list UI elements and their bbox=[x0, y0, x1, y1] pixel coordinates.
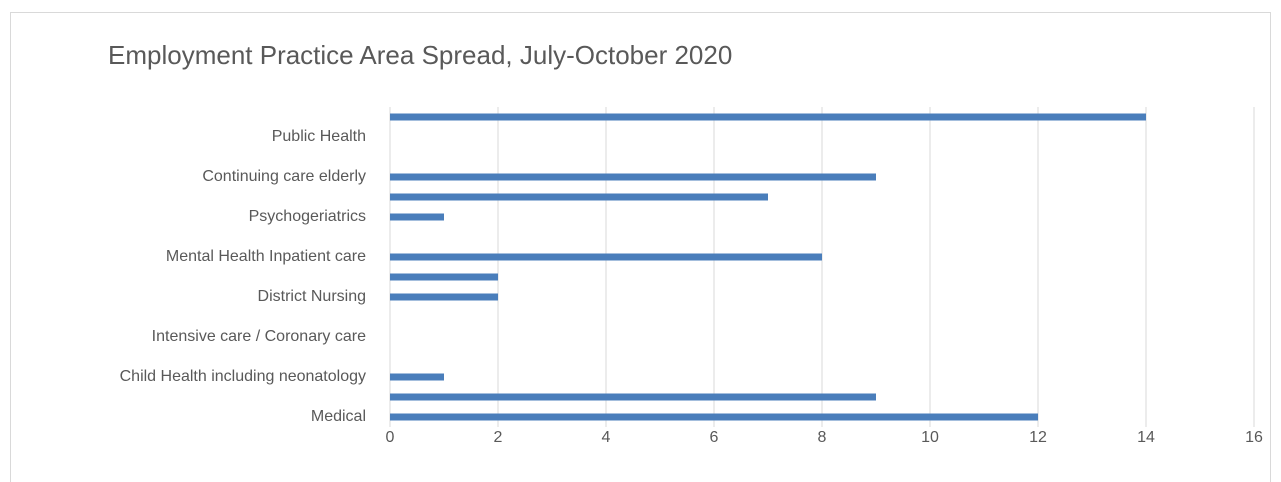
bar bbox=[390, 113, 1146, 121]
chart-title: Employment Practice Area Spread, July-Oc… bbox=[108, 40, 732, 70]
bar bbox=[390, 413, 1038, 421]
y-tick-label: Mental Health Inpatient care bbox=[166, 248, 366, 265]
bar bbox=[390, 173, 876, 181]
y-tick-label: Psychogeriatrics bbox=[249, 208, 366, 225]
bar bbox=[390, 373, 444, 381]
x-tick-label: 6 bbox=[710, 429, 719, 446]
y-tick-label: Continuing care elderly bbox=[202, 168, 366, 185]
x-tick-label: 10 bbox=[921, 429, 939, 446]
x-tick-label: 0 bbox=[386, 429, 395, 446]
x-tick-label: 14 bbox=[1137, 429, 1155, 446]
y-tick-label: Public Health bbox=[272, 128, 366, 145]
x-tick-label: 8 bbox=[818, 429, 827, 446]
x-tick-label: 16 bbox=[1245, 429, 1263, 446]
x-tick-label: 12 bbox=[1029, 429, 1047, 446]
bar bbox=[390, 273, 498, 281]
y-tick-label: Child Health including neonatology bbox=[120, 368, 366, 385]
bar bbox=[390, 293, 498, 301]
bar bbox=[390, 193, 768, 201]
x-tick-label: 4 bbox=[602, 429, 611, 446]
y-tick-label: District Nursing bbox=[258, 288, 366, 305]
x-tick-label: 2 bbox=[494, 429, 503, 446]
y-tick-label: Intensive care / Coronary care bbox=[152, 328, 366, 345]
chart-frame bbox=[10, 12, 1271, 482]
bar bbox=[390, 393, 876, 401]
y-tick-label: Medical bbox=[311, 408, 366, 425]
bar bbox=[390, 213, 444, 221]
bar bbox=[390, 253, 822, 261]
